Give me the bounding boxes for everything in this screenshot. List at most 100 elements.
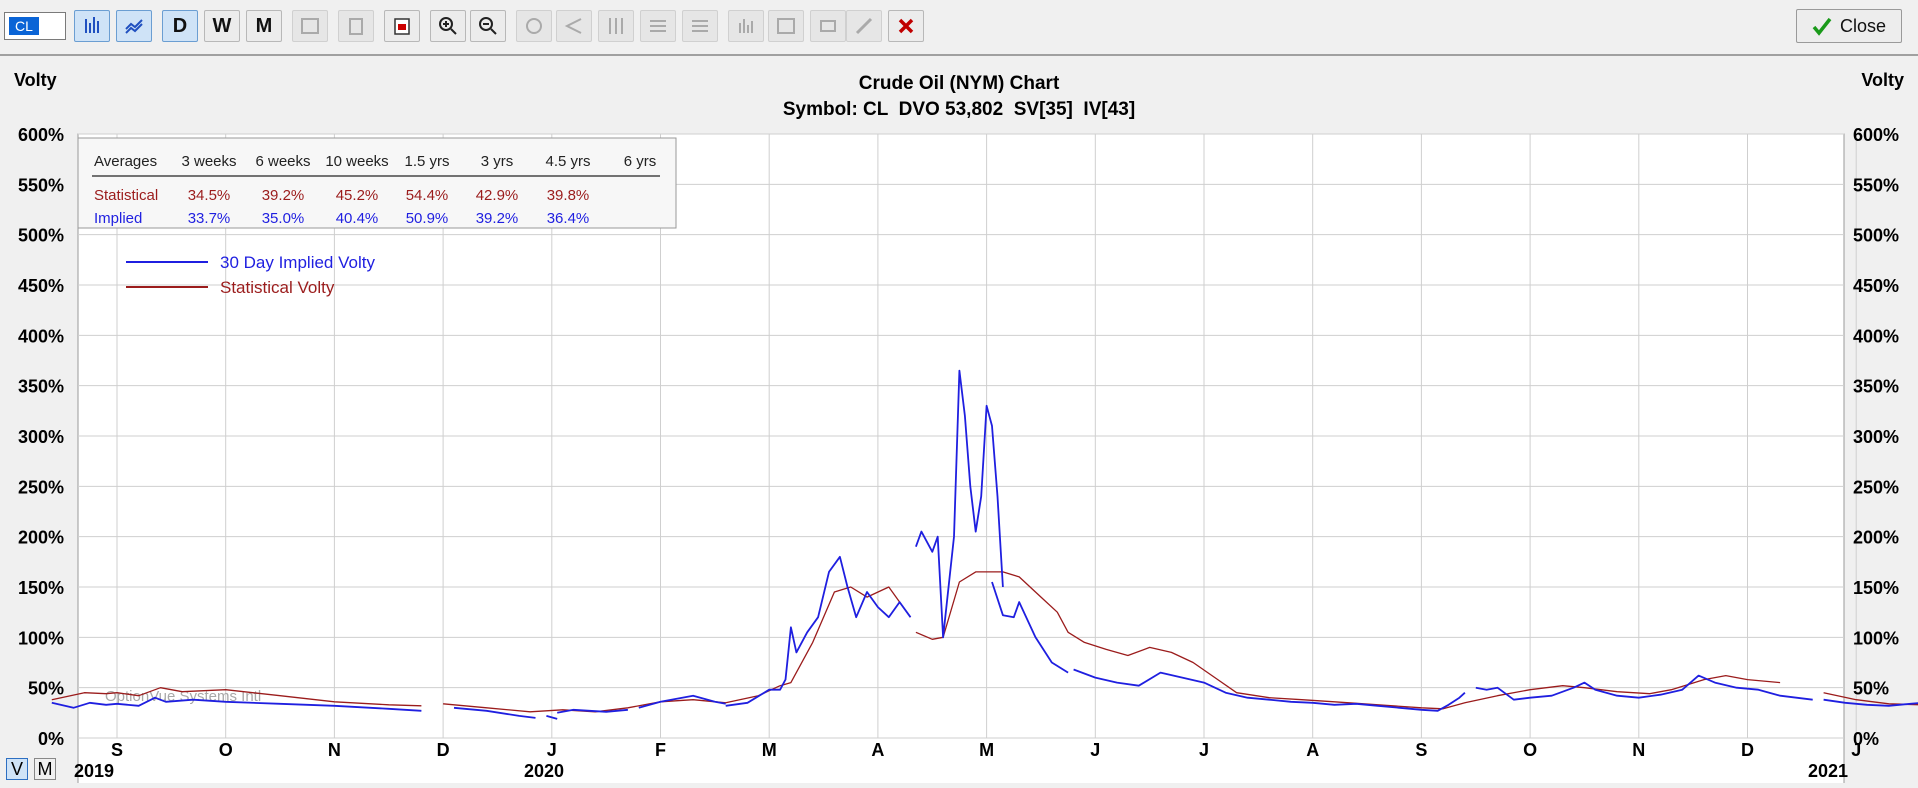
averages-cell: 39.2% [262, 187, 305, 204]
implied-volty-segment [1073, 668, 1466, 712]
y-tick-label-right: 550% [1853, 175, 1899, 195]
x-month-label: J [1199, 740, 1209, 760]
study-icon [692, 20, 708, 32]
y-tick-label-left: 350% [18, 377, 64, 397]
print-button[interactable] [810, 10, 846, 42]
statistical-volty-segment [915, 571, 1003, 640]
year-label-2020: 2020 [524, 761, 564, 781]
y-tick-label-left: 300% [18, 427, 64, 447]
y-tick-label-left: 600% [18, 125, 64, 145]
y-tick-label-left: 250% [18, 477, 64, 497]
averages-row-label: Statistical [94, 187, 158, 204]
bars-button[interactable] [598, 10, 634, 42]
x-month-label: S [1415, 740, 1427, 760]
plot-area [77, 133, 1845, 788]
pencil-button[interactable] [846, 10, 882, 42]
averages-cell: 40.4% [336, 210, 379, 227]
averages-cell: 33.7% [188, 210, 231, 227]
averages-cell: 39.2% [476, 210, 519, 227]
y-tick-label-left: 550% [18, 175, 64, 195]
toolbar: CL D W M [0, 0, 1918, 56]
averages-table: Averages 3 weeks 6 weeks 10 weeks 1.5 yr… [77, 137, 677, 229]
copy-button[interactable] [338, 10, 374, 42]
x-month-label: M [979, 740, 994, 760]
target-button[interactable] [516, 10, 552, 42]
x-month-label: J [1851, 740, 1861, 760]
x-month-label: J [547, 740, 557, 760]
zoom-out-button[interactable] [470, 10, 506, 42]
view-mode-m-button[interactable]: M [34, 758, 56, 780]
indicator-button[interactable] [768, 10, 804, 42]
y-tick-label-left: 450% [18, 276, 64, 296]
volatility-chart-toggle-button[interactable] [116, 10, 152, 42]
x-month-label: A [871, 740, 884, 760]
calendar-icon [394, 18, 410, 35]
y-tick-label-right: 400% [1853, 326, 1899, 346]
daily-label: D [172, 14, 188, 37]
chart-subtitle: Symbol: CL DVO 53,802 SV[35] IV[43] [783, 99, 1135, 120]
x-month-label: A [1306, 740, 1319, 760]
y-axis-ticks: 0% 0% 50% 50% 100% 100% 150% 150% 200% 200% 250% 25… [18, 125, 1899, 749]
study-button[interactable] [682, 10, 718, 42]
averages-row-label: Implied [94, 210, 142, 227]
y-tick-label-left: 400% [18, 326, 64, 346]
y-tick-label-right: 100% [1853, 628, 1899, 648]
volatility-lines-icon [125, 19, 143, 34]
right-axis-title: Volty [1861, 70, 1904, 90]
volatility-chart: Volty Volty Crude Oil (NYM) Chart Symbol… [14, 70, 1918, 788]
header-3-yrs: 3 yrs [481, 153, 514, 170]
zoom-in-icon [439, 17, 457, 35]
calendar-button[interactable] [384, 10, 420, 42]
weekly-period-button[interactable]: W [204, 10, 240, 42]
chart-area: Volty Volty Crude Oil (NYM) Chart Symbol… [0, 56, 1918, 788]
grid [78, 133, 1857, 739]
candles-icon [609, 18, 623, 34]
y-tick-label-right: 350% [1853, 377, 1899, 397]
grid-settings-icon [301, 18, 319, 34]
implied-volty-segment [638, 694, 726, 709]
year-label-2019: 2019 [74, 761, 114, 781]
averages-table-box [77, 137, 677, 229]
red-x-icon [898, 18, 914, 34]
zoom-in-button[interactable] [430, 10, 466, 42]
implied-volty-segment [915, 369, 1004, 639]
averages-header: Averages [94, 153, 157, 170]
daily-period-button[interactable]: D [162, 10, 198, 42]
averages-cell: 45.2% [336, 187, 379, 204]
view-volatility-button[interactable]: V [6, 758, 28, 780]
y-tick-label-left: 0% [38, 729, 64, 749]
target-icon [526, 18, 542, 34]
symbol-input[interactable]: CL [4, 12, 66, 40]
y-tick-label-left: 200% [18, 528, 64, 548]
averages-cell: 39.8% [547, 187, 590, 204]
monthly-period-button[interactable]: M [246, 10, 282, 42]
indicator-icon [777, 18, 795, 34]
close-button[interactable]: Close [1796, 9, 1902, 43]
symbol-input-value: CL [9, 17, 39, 35]
y-tick-label-left: 50% [28, 679, 64, 699]
draw-angle-button[interactable] [556, 10, 592, 42]
bar-chart-toggle-button[interactable] [74, 10, 110, 42]
y-tick-label-right: 50% [1853, 679, 1889, 699]
weekly-label: W [212, 14, 232, 37]
y-tick-label-right: 0% [1853, 729, 1879, 749]
header-6-weeks: 6 weeks [255, 153, 310, 170]
left-axis-title: Volty [14, 70, 57, 90]
chart-settings-button[interactable] [292, 10, 328, 42]
header-10-weeks: 10 weeks [325, 153, 388, 170]
overlay-button[interactable] [640, 10, 676, 42]
x-month-label: D [437, 740, 450, 760]
zoom-out-icon [479, 17, 497, 35]
year-label-2021: 2021 [1808, 761, 1848, 781]
volume-button[interactable] [728, 10, 764, 42]
x-month-label: N [1632, 740, 1645, 760]
legend: 30 Day Implied Volty Statistical Volty [126, 253, 375, 297]
monthly-label: M [255, 14, 273, 37]
statistical-volty-segment [51, 687, 422, 707]
implied-volty-segment [557, 708, 628, 714]
implied-volty-segment [1823, 698, 1918, 707]
delete-button[interactable] [888, 10, 924, 42]
header-1-5-yrs: 1.5 yrs [404, 153, 449, 170]
y-tick-label-right: 250% [1853, 477, 1899, 497]
